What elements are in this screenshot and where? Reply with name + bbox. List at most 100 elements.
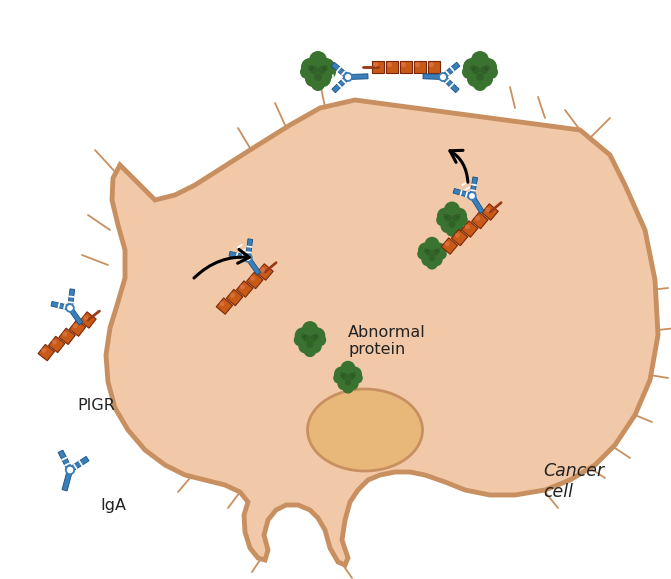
Circle shape bbox=[479, 58, 497, 76]
Polygon shape bbox=[427, 61, 440, 73]
Circle shape bbox=[250, 276, 255, 281]
Circle shape bbox=[444, 214, 448, 219]
Circle shape bbox=[345, 379, 352, 386]
Polygon shape bbox=[59, 328, 75, 345]
Circle shape bbox=[435, 248, 447, 260]
Circle shape bbox=[373, 62, 378, 67]
Circle shape bbox=[309, 51, 327, 69]
Circle shape bbox=[462, 65, 476, 79]
Polygon shape bbox=[482, 204, 498, 220]
Circle shape bbox=[470, 65, 476, 71]
Circle shape bbox=[260, 267, 265, 272]
Circle shape bbox=[473, 77, 487, 91]
Circle shape bbox=[484, 65, 498, 79]
Polygon shape bbox=[58, 450, 72, 471]
Polygon shape bbox=[386, 61, 398, 73]
Circle shape bbox=[62, 332, 67, 336]
Circle shape bbox=[299, 339, 313, 354]
Text: PIGR: PIGR bbox=[77, 398, 115, 413]
Circle shape bbox=[310, 335, 317, 342]
Circle shape bbox=[338, 377, 350, 390]
Polygon shape bbox=[226, 290, 243, 306]
Circle shape bbox=[352, 372, 363, 384]
Text: Cancer
cell: Cancer cell bbox=[543, 462, 604, 501]
Circle shape bbox=[342, 373, 348, 380]
Circle shape bbox=[307, 339, 321, 354]
Polygon shape bbox=[442, 75, 459, 93]
Circle shape bbox=[429, 253, 443, 266]
Circle shape bbox=[448, 221, 456, 228]
Circle shape bbox=[300, 65, 314, 79]
Circle shape bbox=[315, 71, 331, 87]
Circle shape bbox=[432, 249, 439, 256]
Circle shape bbox=[417, 248, 429, 260]
Circle shape bbox=[301, 58, 319, 76]
Polygon shape bbox=[246, 239, 253, 258]
Polygon shape bbox=[442, 238, 458, 254]
Circle shape bbox=[480, 66, 488, 74]
Circle shape bbox=[472, 66, 480, 74]
Circle shape bbox=[425, 249, 432, 256]
Circle shape bbox=[401, 62, 406, 67]
Circle shape bbox=[299, 329, 321, 351]
Polygon shape bbox=[462, 221, 478, 237]
Polygon shape bbox=[68, 289, 74, 308]
Circle shape bbox=[426, 258, 437, 270]
Circle shape bbox=[301, 334, 307, 339]
Circle shape bbox=[72, 323, 78, 328]
Circle shape bbox=[342, 382, 354, 394]
Circle shape bbox=[475, 216, 480, 221]
Circle shape bbox=[471, 51, 489, 69]
Circle shape bbox=[467, 71, 483, 87]
Circle shape bbox=[307, 341, 313, 348]
Circle shape bbox=[308, 65, 314, 71]
Polygon shape bbox=[453, 189, 472, 198]
Circle shape bbox=[66, 304, 74, 312]
Polygon shape bbox=[372, 61, 384, 73]
Circle shape bbox=[303, 335, 310, 342]
Circle shape bbox=[456, 214, 461, 219]
Polygon shape bbox=[400, 61, 412, 73]
Circle shape bbox=[309, 327, 325, 343]
Polygon shape bbox=[442, 62, 460, 79]
Polygon shape bbox=[348, 74, 368, 79]
Circle shape bbox=[352, 372, 356, 377]
Circle shape bbox=[83, 315, 89, 320]
Circle shape bbox=[313, 334, 326, 346]
Circle shape bbox=[306, 60, 330, 84]
Polygon shape bbox=[472, 212, 488, 229]
Circle shape bbox=[429, 62, 434, 67]
Circle shape bbox=[485, 207, 491, 212]
Circle shape bbox=[463, 58, 481, 76]
Circle shape bbox=[305, 71, 321, 87]
Circle shape bbox=[422, 244, 442, 264]
Circle shape bbox=[455, 233, 460, 238]
Circle shape bbox=[294, 334, 307, 346]
Circle shape bbox=[468, 60, 492, 84]
Polygon shape bbox=[331, 62, 350, 79]
Circle shape bbox=[445, 241, 450, 246]
Polygon shape bbox=[62, 470, 72, 491]
FancyArrowPatch shape bbox=[194, 250, 250, 278]
Circle shape bbox=[429, 255, 435, 261]
Circle shape bbox=[436, 214, 448, 226]
Polygon shape bbox=[68, 307, 83, 325]
Polygon shape bbox=[452, 229, 468, 245]
Polygon shape bbox=[423, 74, 443, 79]
Circle shape bbox=[387, 62, 392, 67]
Polygon shape bbox=[237, 281, 253, 297]
Circle shape bbox=[318, 66, 326, 74]
Polygon shape bbox=[38, 345, 54, 361]
Circle shape bbox=[450, 219, 464, 233]
Circle shape bbox=[477, 71, 493, 87]
Polygon shape bbox=[246, 256, 261, 275]
Circle shape bbox=[341, 361, 356, 376]
Circle shape bbox=[295, 327, 311, 343]
Circle shape bbox=[311, 77, 325, 91]
Circle shape bbox=[322, 65, 328, 71]
Circle shape bbox=[304, 345, 316, 357]
Circle shape bbox=[317, 58, 335, 76]
Circle shape bbox=[421, 253, 434, 266]
Circle shape bbox=[52, 340, 57, 345]
Polygon shape bbox=[68, 456, 89, 472]
